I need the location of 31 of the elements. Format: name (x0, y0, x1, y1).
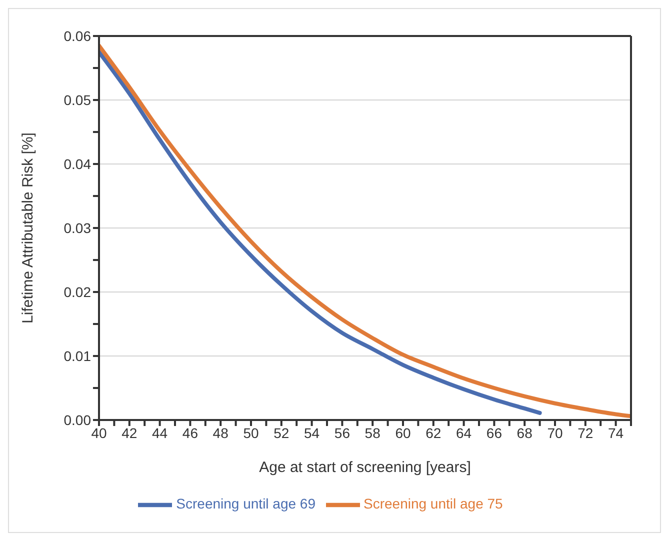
x-tick-label: 74 (608, 424, 624, 441)
y-tick-label: 0.04 (64, 156, 92, 172)
x-tick-label: 40 (91, 424, 107, 441)
y-tick-label: 0.02 (64, 284, 92, 300)
x-tick-label: 68 (516, 424, 533, 441)
y-tick-label: 0.06 (64, 28, 92, 44)
x-tick-label: 50 (243, 424, 259, 441)
x-tick-label: 52 (274, 424, 290, 441)
x-tick-label: 42 (122, 424, 138, 441)
x-tick-label: 56 (334, 424, 350, 441)
x-tick-label: 60 (395, 424, 411, 441)
x-tick-label: 44 (152, 424, 168, 441)
y-tick-label: 0.01 (64, 348, 92, 364)
x-tick-label: 62 (426, 424, 442, 441)
x-tick-label: 72 (578, 424, 594, 441)
line-series (99, 44, 631, 418)
line-series (99, 50, 542, 415)
x-tick-label: 70 (547, 424, 563, 441)
x-tick-label: 54 (304, 424, 320, 441)
x-tick-label: 46 (182, 424, 198, 441)
x-tick-label: 64 (456, 424, 472, 441)
y-tick-label: 0.03 (64, 220, 92, 236)
y-tick-label: 0.05 (64, 92, 92, 108)
x-tick-label: 66 (486, 424, 502, 441)
legend-label: Screening until age 75 (364, 496, 503, 512)
legend-label: Screening until age 69 (176, 496, 316, 512)
y-axis-title: Lifetime Attributable Risk [%] (19, 132, 36, 324)
y-tick-label: 0.00 (64, 412, 92, 428)
x-axis-title: Age at start of screening [years] (259, 459, 471, 476)
x-tick-label: 58 (364, 424, 381, 441)
x-tick-label: 48 (212, 424, 229, 441)
